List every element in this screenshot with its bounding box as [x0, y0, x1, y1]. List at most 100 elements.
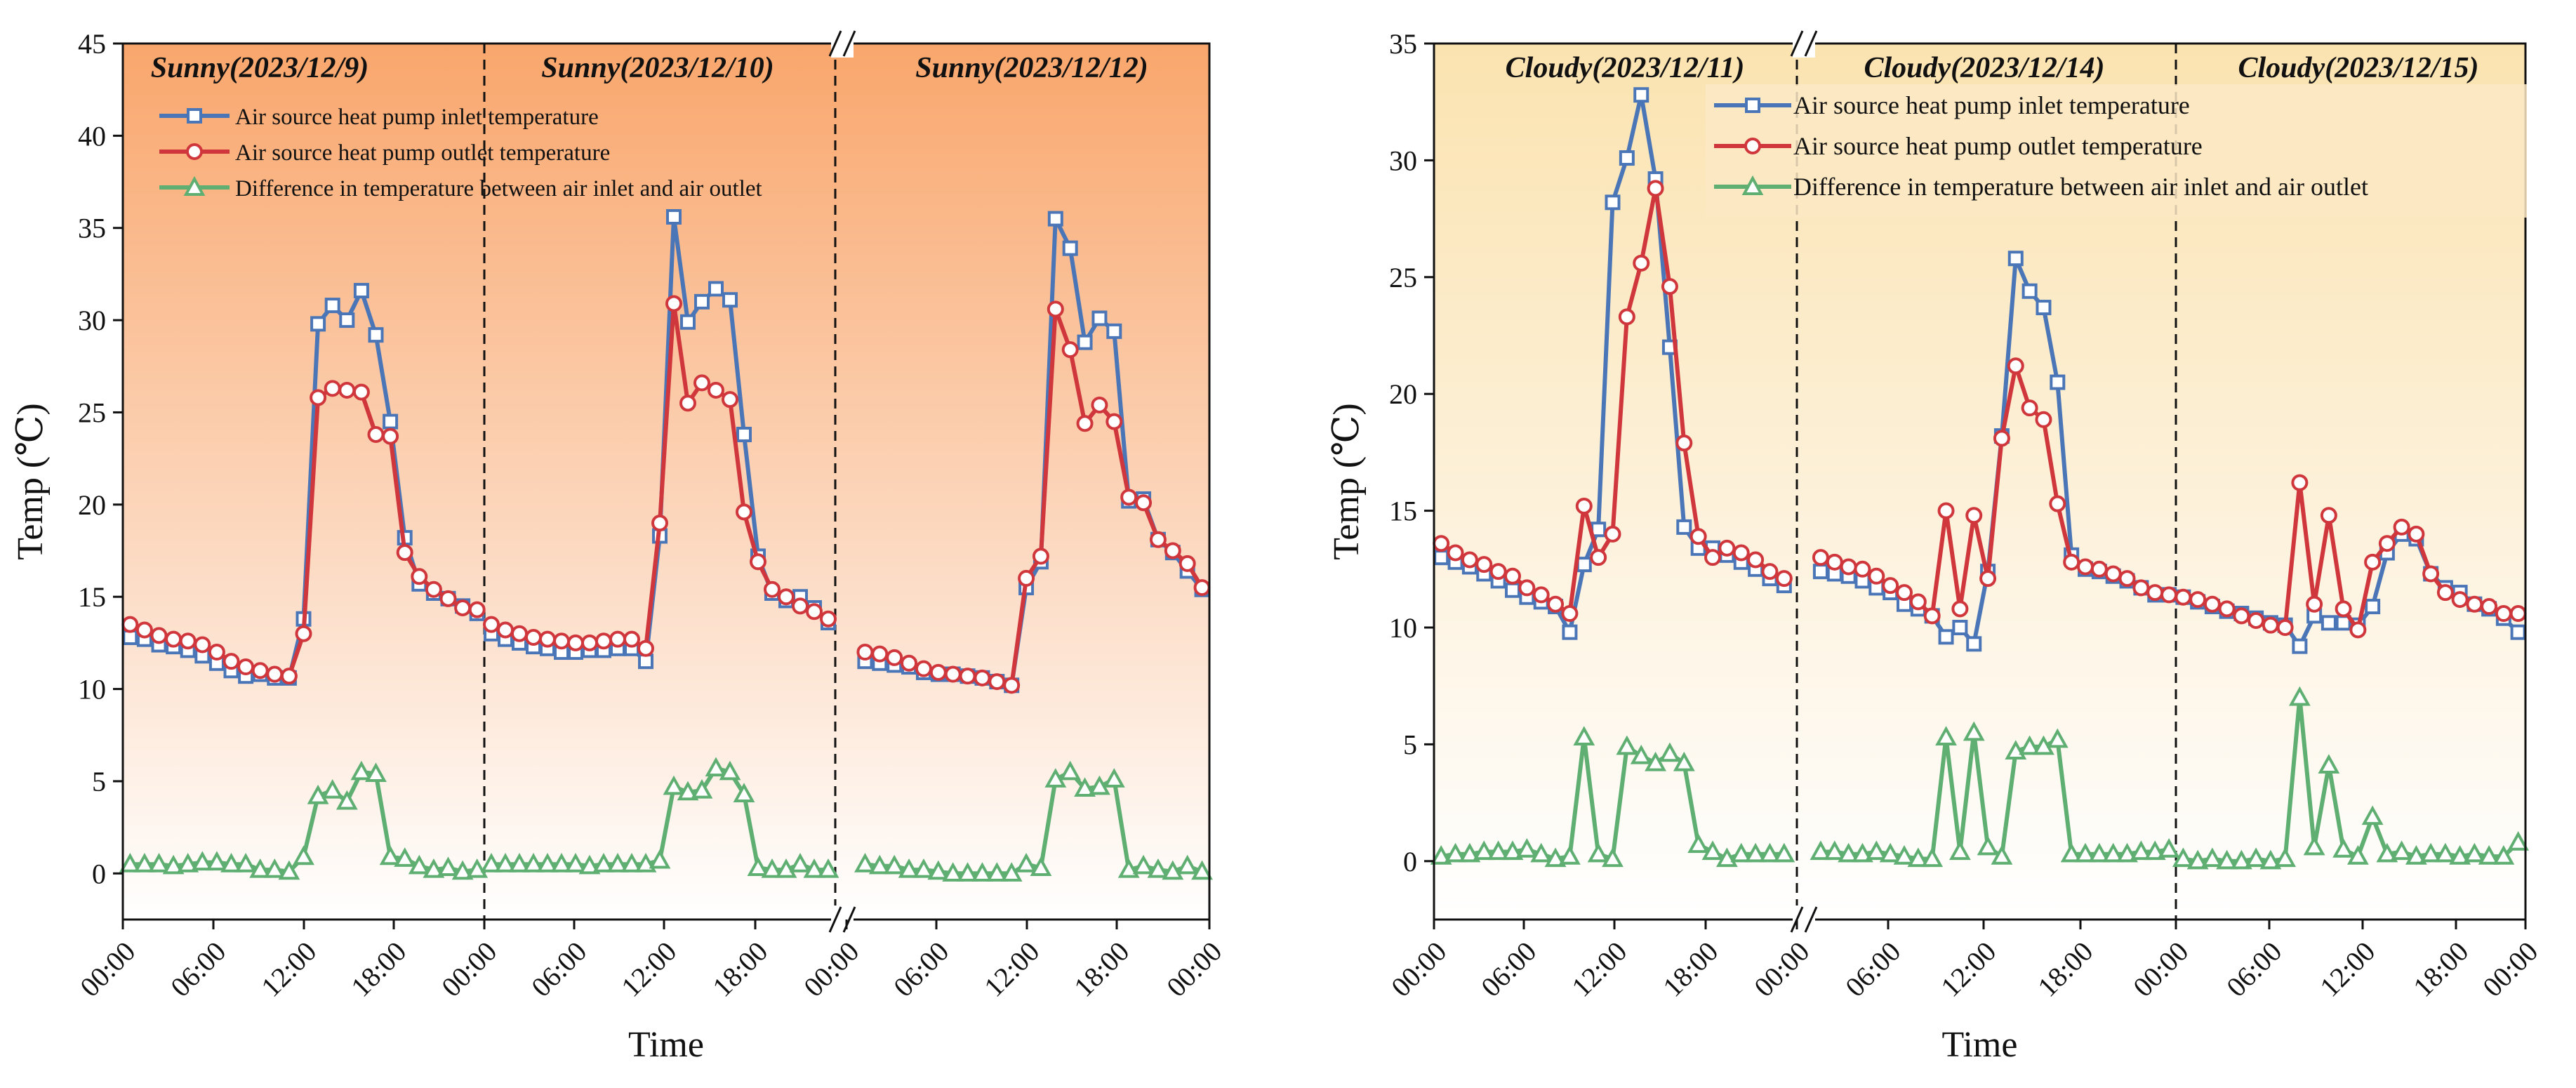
data-point: [1147, 858, 1169, 878]
data-point: [1759, 842, 1781, 863]
data-point: [2132, 579, 2150, 597]
data-point: [1879, 842, 1901, 863]
panel-title: Cloudy(2023/12/15): [2238, 52, 2479, 84]
data-point: [944, 665, 962, 683]
data-point: [2146, 584, 2164, 602]
legend-marker: [186, 143, 203, 160]
data-point: [2063, 553, 2080, 571]
data-point: [761, 858, 783, 878]
data-point: [1059, 760, 1082, 781]
data-point: [394, 847, 416, 867]
data-point: [2144, 840, 2166, 861]
data-point: [2291, 474, 2309, 491]
data-point: [2102, 842, 2125, 863]
data-point: [2276, 619, 2294, 636]
data-point: [883, 854, 905, 875]
data-point: [1193, 579, 1211, 597]
data-point: [2186, 849, 2209, 870]
data-point: [339, 312, 355, 329]
data-point: [2422, 565, 2440, 583]
data-point: [1938, 629, 1954, 645]
data-point: [2218, 600, 2236, 618]
data-point: [2507, 831, 2530, 851]
x-tick-label: 12:00: [615, 936, 682, 1003]
data-point: [1673, 751, 1695, 771]
x-tick-label: 18:00: [2031, 936, 2099, 1003]
data-point: [747, 856, 769, 877]
data-point: [1604, 525, 1621, 543]
data-point: [2361, 805, 2384, 825]
data-point: [1602, 847, 1624, 868]
data-point: [237, 658, 255, 676]
data-point: [1937, 502, 1955, 519]
data-point: [649, 849, 671, 869]
data-point: [691, 778, 713, 799]
data-point: [1704, 549, 1722, 566]
data-point: [1993, 430, 2010, 447]
data-point: [122, 630, 138, 646]
data-point: [522, 853, 545, 873]
data-point: [2021, 283, 2038, 299]
data-point: [1689, 528, 1707, 545]
data-point: [494, 853, 517, 873]
data-point: [1812, 564, 1828, 580]
legend-label: Air source heat pump inlet temperature: [1793, 91, 2190, 119]
data-point: [988, 673, 1006, 691]
legend-marker: [1741, 175, 1764, 195]
data-point: [722, 391, 738, 409]
data-point: [1164, 542, 1181, 559]
data-point: [1047, 211, 1063, 227]
data-point: [693, 374, 710, 392]
data-point: [1501, 840, 1524, 861]
data-point: [854, 853, 876, 873]
x-tick-label: 00:00: [1160, 936, 1228, 1003]
series-outlet: [121, 295, 1211, 694]
data-point: [1475, 556, 1493, 573]
data-point: [2481, 598, 2498, 616]
data-point: [1176, 854, 1199, 875]
data-point: [2035, 411, 2052, 428]
data-point: [179, 632, 197, 650]
data-point: [324, 298, 340, 314]
x-tick-label: 06:00: [525, 936, 592, 1003]
panel-title: Sunny(2023/12/9): [151, 52, 369, 84]
data-point: [2230, 849, 2252, 870]
data-point: [368, 327, 384, 343]
y-tick-label: 0: [92, 858, 106, 889]
data-point: [792, 597, 809, 615]
data-point: [2335, 600, 2352, 618]
y-tick-label: 35: [78, 213, 106, 244]
data-point: [620, 853, 643, 873]
data-point: [150, 627, 168, 644]
data-point: [778, 588, 795, 606]
data-point: [1530, 842, 1553, 863]
data-point: [2393, 518, 2410, 536]
data-point: [511, 625, 528, 642]
legend-marker: [1745, 98, 1760, 113]
data-point: [1032, 548, 1049, 565]
data-point: [581, 634, 598, 651]
data-point: [2346, 845, 2369, 865]
data-point: [1504, 582, 1520, 598]
data-point: [1761, 563, 1779, 581]
x-axis-title: Time: [1942, 1025, 2018, 1065]
data-point: [927, 860, 950, 880]
y-tick-label: 10: [1389, 612, 1417, 644]
data-point: [1062, 240, 1078, 256]
data-point: [1103, 768, 1125, 788]
data-point: [423, 858, 445, 878]
data-point: [1966, 636, 1982, 652]
data-point: [1547, 595, 1565, 613]
data-point: [1773, 842, 1795, 863]
data-point: [564, 853, 587, 873]
x-axis-title: Time: [628, 1025, 704, 1065]
data-point: [383, 413, 399, 430]
data-point: [2391, 840, 2413, 861]
data-point: [437, 856, 459, 877]
data-point: [1882, 577, 1899, 595]
data-point: [912, 858, 935, 878]
data-point: [1647, 180, 1664, 197]
data-point: [901, 654, 918, 672]
data-point: [2332, 838, 2355, 858]
